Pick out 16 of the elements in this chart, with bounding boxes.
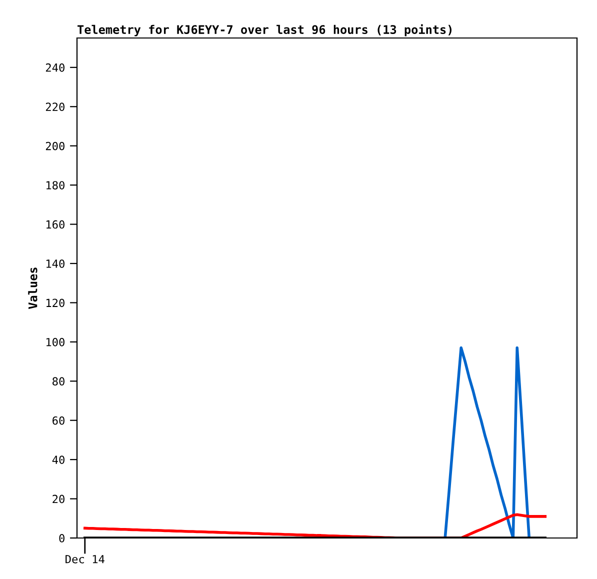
y-tick-label: 60 [52, 416, 64, 425]
chart-title: Telemetry for KJ6EYY-7 over last 96 hours (13 points) [78, 24, 452, 36]
y-tick-label: 220 [46, 102, 64, 112]
y-tick-label: 20 [52, 494, 64, 504]
y-tick-label: 200 [46, 142, 64, 150]
y-tick-label: 180 [46, 181, 64, 190]
y-tick-label: 240 [46, 63, 64, 72]
text: Dec 14 [66, 555, 104, 564]
y-tick-label: 40 [52, 456, 64, 464]
y-tick-label: 100 [46, 338, 64, 346]
y-axis-title: Values [28, 268, 38, 309]
y-tick-label: 160 [46, 220, 64, 229]
y-tick-label: 0 [59, 534, 64, 542]
y-tick-label: 120 [46, 298, 64, 308]
y-tick-label: 80 [52, 377, 64, 386]
y-tick-label: 140 [46, 259, 64, 268]
